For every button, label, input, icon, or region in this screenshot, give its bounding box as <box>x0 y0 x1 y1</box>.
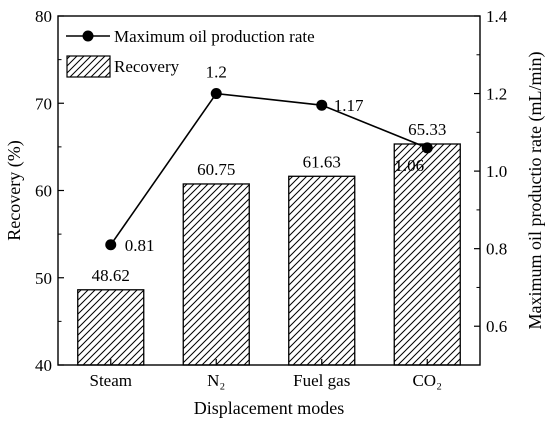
left-axis-tick-label: 80 <box>35 7 52 26</box>
legend-bar-swatch <box>66 55 111 78</box>
recovery-bar <box>393 143 461 366</box>
legend-label-recovery: Recovery <box>114 57 180 76</box>
oil-rate-value-label: 1.2 <box>206 63 227 82</box>
left-axis-tick-label: 70 <box>35 94 52 113</box>
x-axis-category-label: Steam <box>90 371 133 390</box>
right-axis-tick-label: 1.0 <box>486 162 507 181</box>
left-axis-title: Recovery (%) <box>4 140 25 240</box>
right-axis-tick-label: 1.4 <box>486 7 508 26</box>
oil-rate-point <box>316 99 328 111</box>
right-axis-title: Maximum oil productio rate (mL/min) <box>525 52 546 330</box>
recovery-bar <box>182 183 250 366</box>
recovery-value-label: 60.75 <box>197 160 235 179</box>
oil-rate-value-label: 1.17 <box>334 96 364 115</box>
left-axis-tick-label: 50 <box>35 269 52 288</box>
left-axis-tick-label: 40 <box>35 356 52 375</box>
oil-rate-point <box>421 142 433 154</box>
recovery-bar <box>77 289 145 366</box>
x-axis-category-label: N₂ <box>207 371 225 390</box>
legend-marker-swatch <box>82 30 94 42</box>
right-axis-tick-label: 1.2 <box>486 85 507 104</box>
x-axis-category-label: Fuel gas <box>293 371 350 390</box>
oil-rate-line <box>110 92 428 246</box>
x-axis-category-label: CO₂ <box>412 371 442 390</box>
legend-label-oil-rate: Maximum oil production rate <box>114 27 315 46</box>
recovery-value-label: 48.62 <box>92 266 130 285</box>
oil-rate-point <box>105 239 117 251</box>
oil-rate-value-label: 1.06 <box>394 156 424 175</box>
left-axis-tick-label: 60 <box>35 182 52 201</box>
oil-rate-value-label: 0.81 <box>125 236 155 255</box>
recovery-bar <box>288 175 356 366</box>
right-axis-tick-label: 0.6 <box>486 317 507 336</box>
recovery-value-label: 61.63 <box>303 152 341 171</box>
x-axis-title: Displacement modes <box>194 398 344 418</box>
recovery-value-label: 65.33 <box>408 120 446 139</box>
right-axis-tick-label: 0.8 <box>486 240 507 259</box>
oil-rate-point <box>210 88 222 100</box>
